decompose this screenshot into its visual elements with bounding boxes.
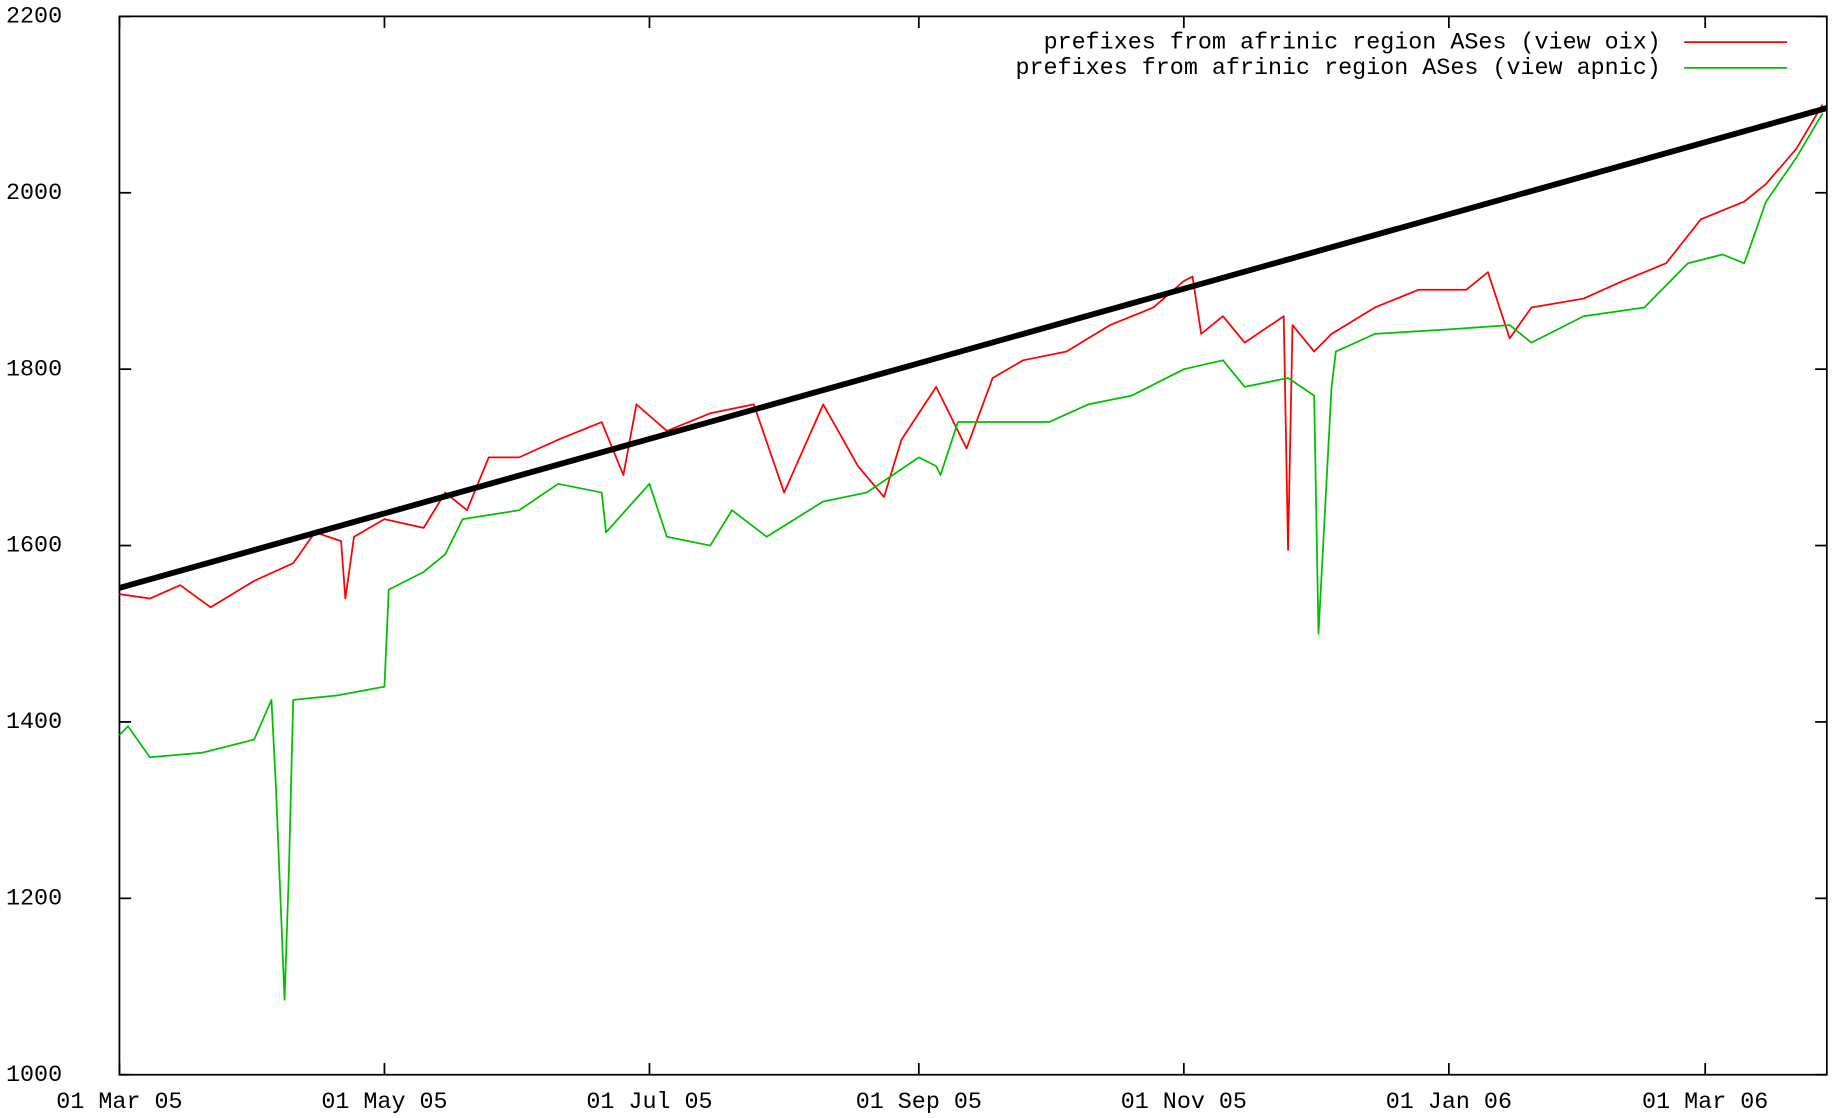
y-tick-label: 1400 xyxy=(6,710,62,736)
y-tick-label: 1200 xyxy=(6,887,62,913)
y-tick-label: 1000 xyxy=(6,1063,62,1089)
legend-label: prefixes from afrinic region ASes (view … xyxy=(1044,30,1661,56)
trend-line xyxy=(118,105,1828,591)
x-tick-label: 01 Mar 06 xyxy=(1642,1090,1768,1116)
x-tick-label: 01 Mar 05 xyxy=(56,1090,182,1116)
series-line xyxy=(118,112,1824,1001)
y-tick-label: 1800 xyxy=(6,357,62,383)
plot-frame xyxy=(118,15,1828,1076)
legend-label: prefixes from afrinic region ASes (view … xyxy=(1016,56,1661,82)
x-tick-label: 01 Jul 05 xyxy=(586,1090,712,1116)
series-line xyxy=(119,104,1824,609)
y-tick-label: 1600 xyxy=(6,534,62,560)
x-tick-label: 01 Nov 05 xyxy=(1121,1090,1247,1116)
y-tick-label: 2000 xyxy=(6,181,62,207)
x-tick-label: 01 Jan 06 xyxy=(1386,1090,1512,1116)
y-tick-label: 2200 xyxy=(6,5,62,31)
x-tick-label: 01 Sep 05 xyxy=(856,1090,982,1116)
x-tick-label: 01 May 05 xyxy=(321,1090,447,1116)
